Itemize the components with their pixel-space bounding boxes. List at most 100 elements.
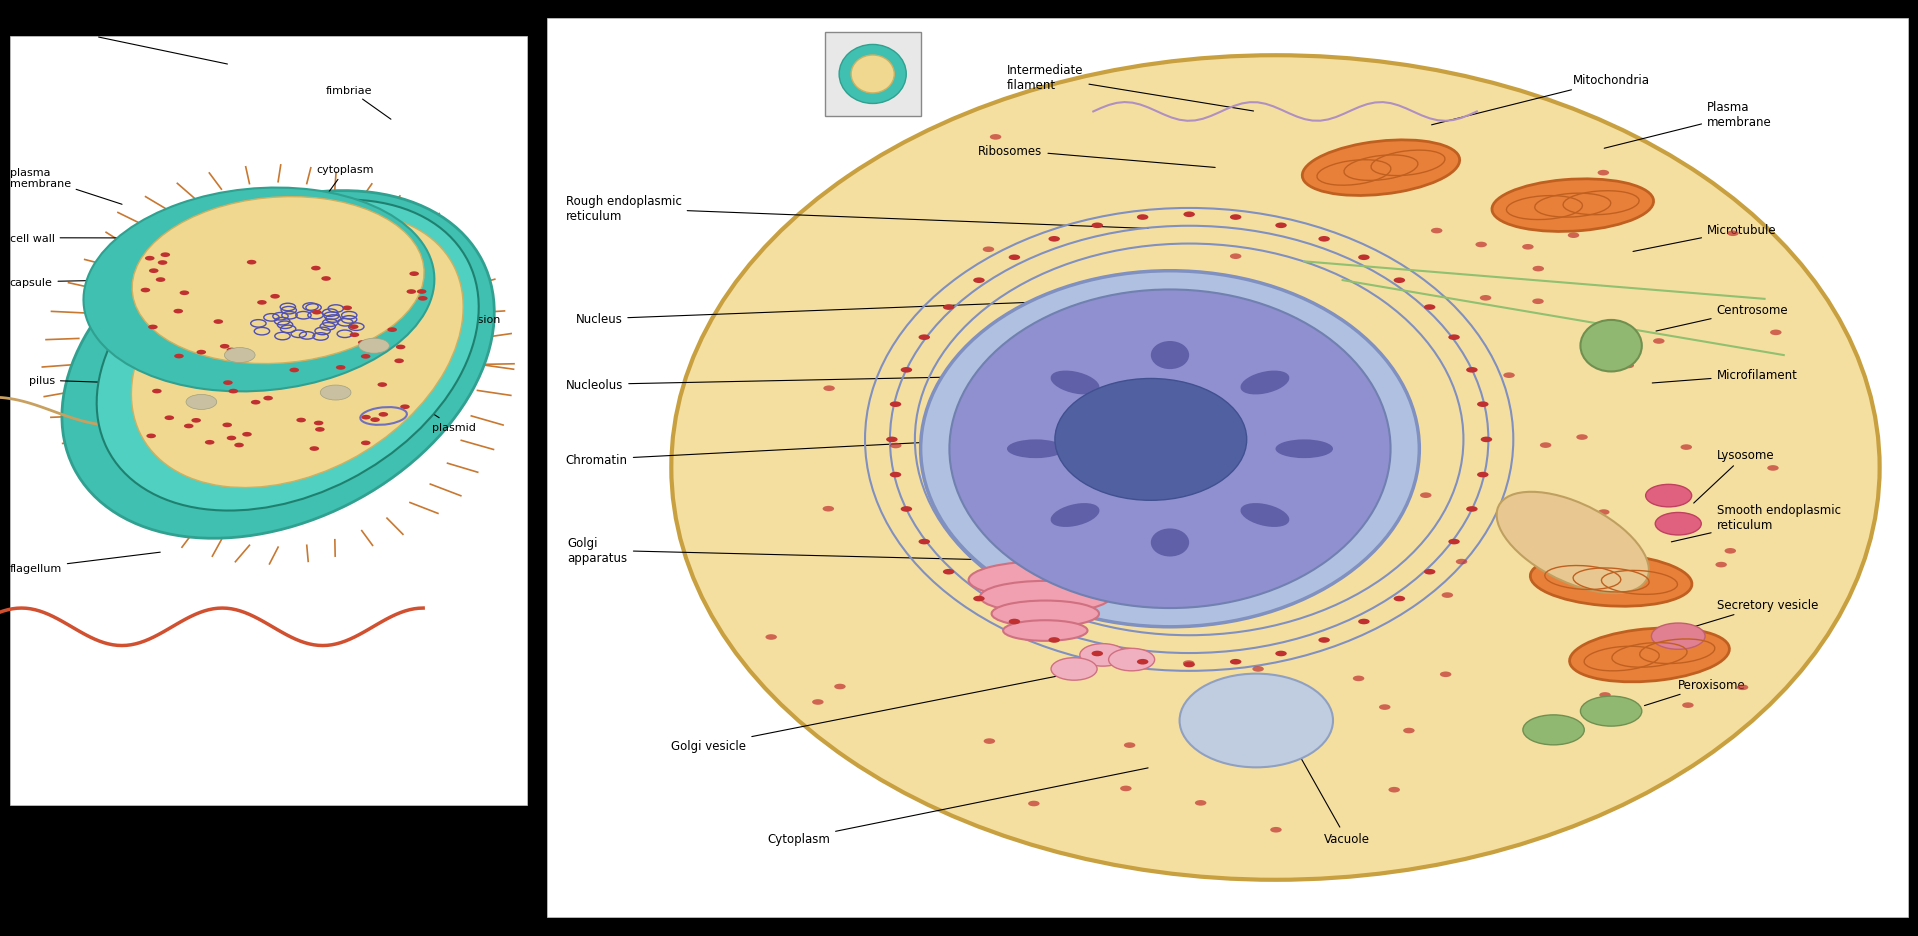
Text: Lysosome: Lysosome — [1694, 448, 1774, 504]
Circle shape — [418, 297, 428, 301]
Text: Golgi
apparatus: Golgi apparatus — [568, 536, 1043, 564]
Circle shape — [148, 325, 157, 329]
Ellipse shape — [132, 214, 462, 488]
Circle shape — [1423, 569, 1435, 575]
Circle shape — [944, 569, 955, 575]
Ellipse shape — [1241, 372, 1289, 395]
Circle shape — [1229, 215, 1241, 221]
Circle shape — [1049, 637, 1061, 643]
Circle shape — [180, 291, 190, 296]
Ellipse shape — [1051, 372, 1099, 395]
Text: ribosome: ribosome — [297, 207, 349, 237]
Text: Peroxisome: Peroxisome — [1644, 678, 1745, 706]
Text: flagellum: flagellum — [10, 552, 161, 573]
Circle shape — [1270, 827, 1281, 833]
Circle shape — [1091, 224, 1103, 229]
Circle shape — [1540, 443, 1552, 448]
Ellipse shape — [1580, 320, 1642, 373]
Circle shape — [322, 277, 332, 282]
Circle shape — [387, 328, 397, 332]
Text: Ribosomes: Ribosomes — [978, 144, 1216, 168]
Circle shape — [1475, 242, 1486, 248]
Circle shape — [1465, 368, 1477, 373]
Circle shape — [173, 310, 182, 314]
Ellipse shape — [969, 562, 1122, 599]
Circle shape — [242, 432, 251, 437]
Circle shape — [228, 389, 238, 394]
Text: Cytoplasm: Cytoplasm — [767, 768, 1149, 845]
Circle shape — [1394, 278, 1406, 284]
Circle shape — [359, 339, 389, 354]
Circle shape — [886, 437, 898, 443]
Circle shape — [1448, 335, 1460, 341]
Circle shape — [990, 135, 1001, 140]
Circle shape — [251, 401, 261, 405]
Circle shape — [221, 344, 230, 349]
Ellipse shape — [1003, 621, 1088, 641]
Circle shape — [175, 355, 184, 359]
Circle shape — [1481, 296, 1492, 301]
Text: Smooth endoplasmic
reticulum: Smooth endoplasmic reticulum — [1671, 504, 1841, 542]
Circle shape — [1352, 676, 1364, 681]
Circle shape — [224, 348, 255, 363]
Circle shape — [1580, 696, 1642, 726]
Circle shape — [230, 352, 240, 357]
Circle shape — [1728, 231, 1740, 237]
Circle shape — [1431, 228, 1442, 234]
Ellipse shape — [1241, 504, 1289, 527]
Circle shape — [361, 416, 370, 420]
Circle shape — [349, 325, 359, 329]
Circle shape — [416, 290, 426, 295]
Ellipse shape — [1496, 492, 1649, 593]
Circle shape — [146, 256, 155, 261]
Circle shape — [901, 506, 913, 512]
Circle shape — [315, 428, 324, 432]
Text: Chromatin: Chromatin — [566, 435, 1072, 466]
Circle shape — [901, 368, 913, 373]
Circle shape — [257, 300, 267, 305]
Circle shape — [184, 424, 194, 429]
Circle shape — [1109, 649, 1155, 671]
Circle shape — [1766, 465, 1778, 471]
Circle shape — [155, 278, 165, 283]
Circle shape — [1724, 548, 1736, 554]
Circle shape — [1567, 233, 1579, 239]
Circle shape — [343, 306, 353, 311]
Text: nucleoid: nucleoid — [318, 258, 384, 285]
Circle shape — [1477, 473, 1488, 478]
Text: fimbriae: fimbriae — [326, 85, 391, 120]
Ellipse shape — [852, 56, 894, 94]
Circle shape — [226, 436, 236, 441]
Circle shape — [1389, 787, 1400, 793]
Circle shape — [407, 290, 416, 295]
Ellipse shape — [1180, 674, 1333, 768]
Circle shape — [1532, 267, 1544, 272]
Circle shape — [359, 341, 368, 345]
Circle shape — [186, 395, 217, 410]
Ellipse shape — [1051, 504, 1099, 527]
Ellipse shape — [132, 197, 424, 364]
Circle shape — [152, 389, 161, 394]
Text: cytoplasm: cytoplasm — [316, 165, 374, 195]
Circle shape — [395, 345, 405, 350]
Circle shape — [290, 368, 299, 373]
FancyBboxPatch shape — [825, 33, 921, 117]
Circle shape — [1653, 339, 1665, 344]
Circle shape — [228, 349, 238, 354]
Circle shape — [811, 699, 823, 705]
Circle shape — [1577, 435, 1588, 441]
Circle shape — [349, 333, 359, 338]
Circle shape — [1523, 244, 1534, 250]
Ellipse shape — [1492, 180, 1653, 232]
Circle shape — [1009, 619, 1020, 624]
Circle shape — [409, 272, 418, 277]
Circle shape — [297, 418, 307, 423]
Circle shape — [1318, 237, 1329, 242]
Circle shape — [247, 260, 257, 265]
Ellipse shape — [671, 56, 1880, 880]
Text: Nucleus: Nucleus — [575, 300, 1120, 326]
Circle shape — [234, 444, 244, 448]
Text: pilus: pilus — [29, 375, 129, 386]
Circle shape — [1623, 363, 1634, 369]
Circle shape — [309, 446, 318, 451]
